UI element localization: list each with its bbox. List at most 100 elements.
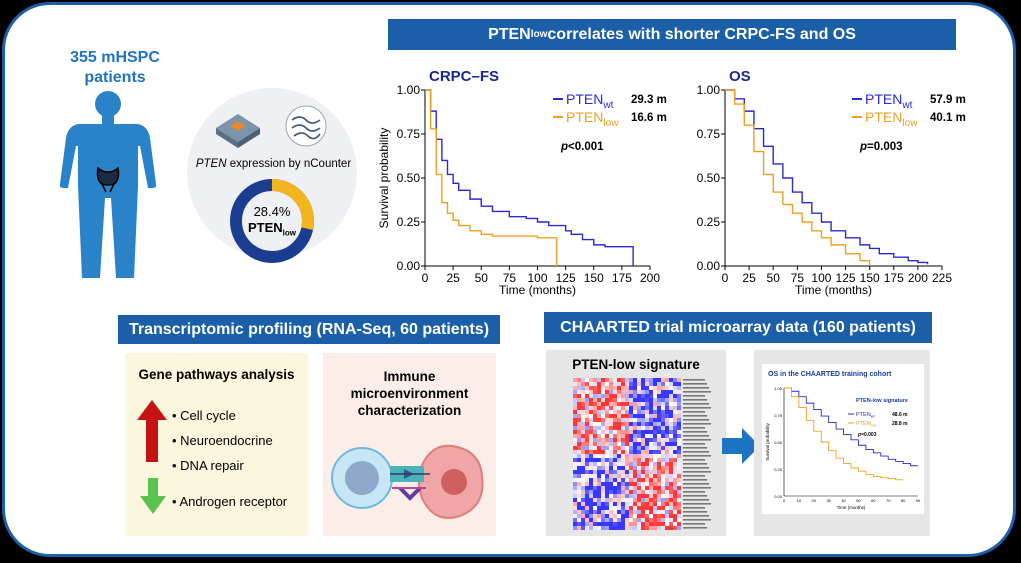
heatmap-gene-label-mark <box>683 499 709 501</box>
heatmap-cell <box>649 382 654 387</box>
heatmap-cell <box>645 394 650 399</box>
heatmap-cell <box>665 502 670 507</box>
heatmap-gene-label-mark <box>683 503 711 505</box>
heatmap-cell <box>609 526 614 530</box>
heatmap-cell <box>593 402 598 407</box>
heatmap-cell <box>645 402 650 407</box>
heatmap-cell <box>605 390 610 395</box>
heatmap-cell <box>597 434 602 439</box>
heatmap-cell <box>589 406 594 411</box>
heatmap-cell <box>657 470 662 475</box>
heatmap-cell <box>601 498 606 503</box>
heatmap-cell <box>633 450 638 455</box>
heatmap-cell <box>577 422 582 427</box>
heatmap-cell <box>581 474 586 479</box>
heatmap-cell <box>621 490 626 495</box>
heatmap-cell <box>613 418 618 423</box>
heatmap-cell <box>673 414 678 419</box>
heatmap-cell <box>601 446 606 451</box>
heatmap-cell <box>645 510 650 515</box>
heatmap-cell <box>601 494 606 499</box>
heatmap-cell <box>649 394 654 399</box>
heatmap-cell <box>593 482 598 487</box>
heatmap-cell <box>581 378 586 383</box>
heatmap-cell <box>585 494 590 499</box>
heatmap-cell <box>641 478 646 483</box>
heatmap-cell <box>605 478 610 483</box>
km-mini-background <box>762 364 924 514</box>
heatmap-cell <box>585 510 590 515</box>
heatmap-cell <box>625 462 630 467</box>
heatmap-cell <box>589 478 594 483</box>
heatmap-cell <box>669 434 674 439</box>
heatmap-cell <box>629 382 634 387</box>
heatmap-cell <box>645 518 650 523</box>
heatmap-cell <box>573 526 578 530</box>
heatmap-cell <box>585 414 590 419</box>
heatmap-cell <box>593 398 598 403</box>
heatmap-cell <box>605 430 610 435</box>
heatmap-cell <box>597 510 602 515</box>
heatmap-cell <box>657 426 662 431</box>
heatmap-cell <box>669 522 674 527</box>
tumor-cell-nucleus <box>441 469 467 495</box>
heatmap-cell <box>573 410 578 415</box>
heatmap-cell <box>657 390 662 395</box>
heatmap-cell <box>645 386 650 391</box>
heatmap-cell <box>637 474 642 479</box>
heatmap-cell <box>669 470 674 475</box>
heatmap-cell <box>593 454 598 459</box>
donut-low-arc <box>230 179 314 263</box>
heatmap-cell <box>613 482 618 487</box>
heatmap-cell <box>613 506 618 511</box>
heatmap-cell <box>677 462 681 467</box>
x-tick-label: 100 <box>527 271 547 285</box>
heatmap-cell <box>593 522 598 527</box>
heatmap-cell <box>609 382 614 387</box>
heatmap-cell <box>665 482 670 487</box>
heatmap-cell <box>621 454 626 459</box>
heatmap-cell <box>677 482 681 487</box>
heatmap-cell <box>605 446 610 451</box>
heatmap-gene-label-mark <box>683 447 707 449</box>
immune-title-1: Immune <box>383 369 436 384</box>
heatmap-cell <box>669 502 674 507</box>
heatmap-cell <box>581 450 586 455</box>
heatmap-cell <box>637 430 642 435</box>
heatmap-cell <box>625 454 630 459</box>
heatmap-cell <box>613 510 618 515</box>
legend-wt-value: 29.3 m <box>631 94 667 106</box>
heatmap-cell <box>577 490 582 495</box>
heatmap-cell <box>609 378 614 383</box>
heatmap-cell <box>661 510 666 515</box>
heatmap-cell <box>653 498 658 503</box>
heatmap-cell <box>617 454 622 459</box>
heatmap-cell <box>649 526 654 530</box>
heatmap-cell <box>649 482 654 487</box>
heatmap-cell <box>593 430 598 435</box>
heatmap-cell <box>653 426 658 431</box>
heatmap-cell <box>629 506 634 511</box>
heatmap-cell <box>589 438 594 443</box>
heatmap-cell <box>673 462 678 467</box>
heatmap-cell <box>573 414 578 419</box>
heatmap-cell <box>637 402 642 407</box>
heatmap-cell <box>661 418 666 423</box>
heatmap-cell <box>629 482 634 487</box>
heatmap-cell <box>609 414 614 419</box>
heatmap-gene-label-mark <box>683 391 711 393</box>
heatmap-cell <box>649 402 654 407</box>
heatmap-cell <box>653 402 658 407</box>
heatmap-cell <box>673 430 678 435</box>
heatmap-cell <box>613 466 618 471</box>
heatmap-cell <box>673 382 678 387</box>
heatmap-cell <box>589 450 594 455</box>
heatmap-cell <box>653 506 658 511</box>
heatmap-cell <box>601 386 606 391</box>
heatmap-cell <box>657 394 662 399</box>
heatmap-cell <box>669 450 674 455</box>
heatmap-cell <box>581 394 586 399</box>
heatmap-cell <box>609 494 614 499</box>
heatmap-cell <box>645 458 650 463</box>
heatmap-cell <box>629 470 634 475</box>
